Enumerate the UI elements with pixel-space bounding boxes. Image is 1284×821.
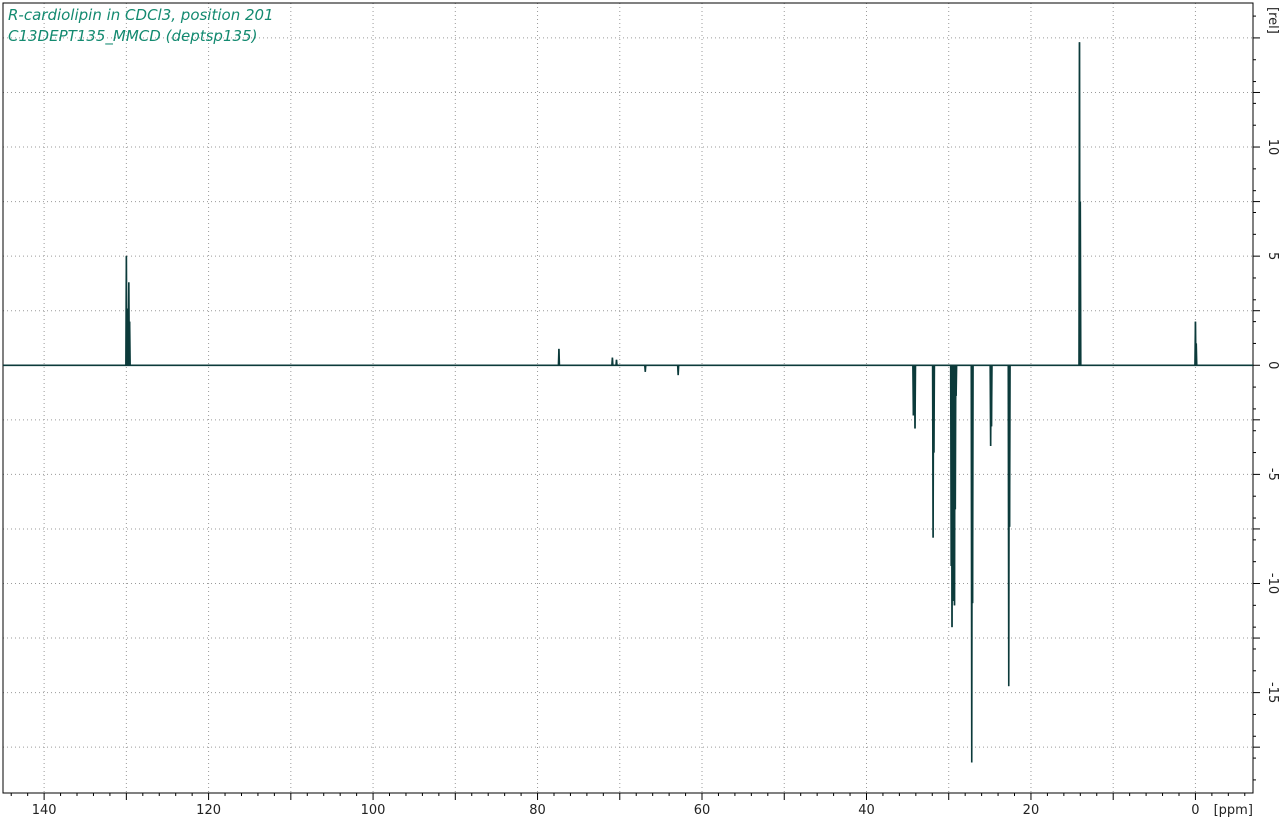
peak-layer xyxy=(125,42,1197,763)
plot-frame xyxy=(2,2,1254,794)
y-axis: -15 -10 -5 0 5 10 xyxy=(1253,15,1280,781)
y-tick-label: 5 xyxy=(1265,252,1280,260)
x-tick-label: 0 xyxy=(1191,803,1199,818)
y-tick-label: -10 xyxy=(1265,573,1280,594)
y-tick-label: -15 xyxy=(1265,682,1280,703)
x-tick-label: 60 xyxy=(694,803,711,818)
grid-layer xyxy=(3,3,1253,793)
y-axis-unit-label: [rel] xyxy=(1265,7,1280,34)
x-tick-label: 100 xyxy=(361,803,386,818)
x-tick-label: 80 xyxy=(529,803,546,818)
x-axis: 140 120 100 80 60 40 20 0 xyxy=(10,793,1246,818)
chart-title: R-cardiolipin in CDCl3, position 201 xyxy=(8,6,274,24)
x-tick-label: 40 xyxy=(858,803,875,818)
y-tick-label: -5 xyxy=(1265,468,1280,481)
x-tick-label: 20 xyxy=(1023,803,1040,818)
x-tick-label: 140 xyxy=(32,803,57,818)
chart-subtitle: C13DEPT135_MMCD (deptsp135) xyxy=(8,27,258,45)
x-axis-unit-label: [ppm] xyxy=(1214,803,1253,818)
x-tick-label: 120 xyxy=(196,803,221,818)
y-tick-label: 0 xyxy=(1265,361,1280,369)
spectrum-line xyxy=(3,42,1253,763)
y-tick-label: 10 xyxy=(1265,139,1280,156)
